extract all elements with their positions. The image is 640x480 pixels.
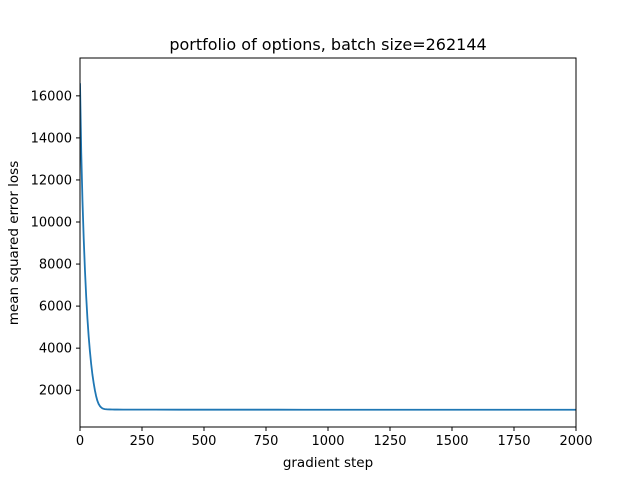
y-tick-label-4000: 4000 (39, 342, 72, 357)
y-axis-label: mean squared error loss (6, 161, 22, 325)
chart-title: portfolio of options, batch size=262144 (169, 35, 486, 54)
x-tick-label-2000: 2000 (559, 434, 592, 449)
y-tick-label-8000: 8000 (39, 258, 72, 273)
y-tick-label-10000: 10000 (31, 216, 72, 231)
y-tick-label-12000: 12000 (31, 173, 72, 188)
y-tick-label-2000: 2000 (39, 384, 72, 399)
x-tick-label-500: 500 (192, 434, 217, 449)
y-tick-label-6000: 6000 (39, 300, 72, 315)
x-tick-label-1750: 1750 (497, 434, 530, 449)
y-tick-label-16000: 16000 (31, 89, 72, 104)
x-tick-label-250: 250 (130, 434, 155, 449)
x-axis-label: gradient step (283, 455, 373, 471)
x-tick-label-750: 750 (254, 434, 279, 449)
x-tick-label-1000: 1000 (311, 434, 344, 449)
x-tick-label-0: 0 (76, 434, 84, 449)
x-tick-label-1500: 1500 (435, 434, 468, 449)
series-line-1 (80, 83, 576, 411)
y-tick-label-14000: 14000 (31, 131, 72, 146)
x-tick-label-1250: 1250 (373, 434, 406, 449)
